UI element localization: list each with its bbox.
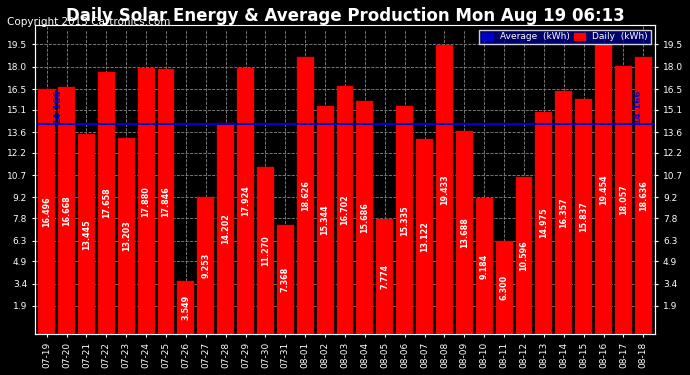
Bar — [575, 99, 592, 334]
Text: 16.702: 16.702 — [340, 195, 350, 225]
Bar — [555, 91, 572, 334]
Bar — [635, 57, 652, 334]
Bar — [535, 112, 553, 334]
Bar — [118, 138, 135, 334]
Bar — [476, 198, 493, 334]
Text: 13.203: 13.203 — [121, 221, 130, 252]
Text: 18.057: 18.057 — [619, 184, 628, 215]
Bar — [237, 68, 254, 334]
Text: 13.445: 13.445 — [82, 219, 91, 250]
Bar — [38, 89, 55, 334]
Bar — [456, 131, 473, 334]
Bar — [595, 45, 612, 334]
Bar — [78, 134, 95, 334]
Bar — [98, 72, 115, 334]
Bar — [217, 123, 234, 334]
Bar — [317, 106, 333, 334]
Legend: Average  (kWh), Daily  (kWh): Average (kWh), Daily (kWh) — [480, 30, 651, 44]
Bar — [197, 196, 214, 334]
Text: 9.184: 9.184 — [480, 253, 489, 279]
Text: 19.454: 19.454 — [599, 174, 608, 205]
Bar — [257, 167, 274, 334]
Text: 9.253: 9.253 — [201, 253, 210, 278]
Text: 17.880: 17.880 — [141, 186, 150, 217]
Bar — [495, 240, 513, 334]
Text: 13.122: 13.122 — [420, 221, 429, 252]
Text: 18.626: 18.626 — [301, 180, 310, 211]
Text: 15.344: 15.344 — [321, 205, 330, 236]
Bar — [58, 87, 75, 334]
Text: 13.688: 13.688 — [460, 217, 469, 248]
Bar — [277, 225, 294, 334]
Bar — [515, 177, 533, 334]
Bar — [357, 101, 373, 334]
Text: 7.368: 7.368 — [281, 267, 290, 292]
Text: 17.658: 17.658 — [102, 188, 111, 218]
Text: 16.357: 16.357 — [560, 197, 569, 228]
Bar — [615, 66, 632, 334]
Text: 16.496: 16.496 — [42, 196, 51, 227]
Text: 17.924: 17.924 — [241, 186, 250, 216]
Text: 19.433: 19.433 — [440, 174, 449, 205]
Text: 14.202: 14.202 — [221, 213, 230, 244]
Bar — [376, 219, 393, 334]
Text: 14.166: 14.166 — [633, 89, 642, 124]
Bar — [396, 106, 413, 334]
Text: 15.837: 15.837 — [579, 201, 588, 232]
Bar — [157, 69, 175, 334]
Bar — [137, 69, 155, 334]
Text: 7.774: 7.774 — [380, 264, 389, 289]
Bar — [416, 139, 433, 334]
Text: 3.549: 3.549 — [181, 295, 190, 320]
Text: 14.975: 14.975 — [540, 208, 549, 238]
Text: 11.270: 11.270 — [261, 235, 270, 266]
Text: 15.686: 15.686 — [360, 202, 369, 233]
Bar — [436, 45, 453, 334]
Text: 6.300: 6.300 — [500, 275, 509, 300]
Text: 16.668: 16.668 — [62, 195, 71, 226]
Text: 15.335: 15.335 — [400, 205, 409, 236]
Text: 18.636: 18.636 — [639, 180, 648, 211]
Bar — [337, 86, 353, 334]
Text: 14.166: 14.166 — [52, 89, 61, 124]
Text: 10.596: 10.596 — [520, 240, 529, 271]
Text: Copyright 2013 Cartronics.com: Copyright 2013 Cartronics.com — [7, 17, 170, 27]
Bar — [297, 57, 314, 334]
Title: Daily Solar Energy & Average Production Mon Aug 19 06:13: Daily Solar Energy & Average Production … — [66, 7, 624, 25]
Text: 17.846: 17.846 — [161, 186, 170, 217]
Bar — [177, 281, 195, 334]
